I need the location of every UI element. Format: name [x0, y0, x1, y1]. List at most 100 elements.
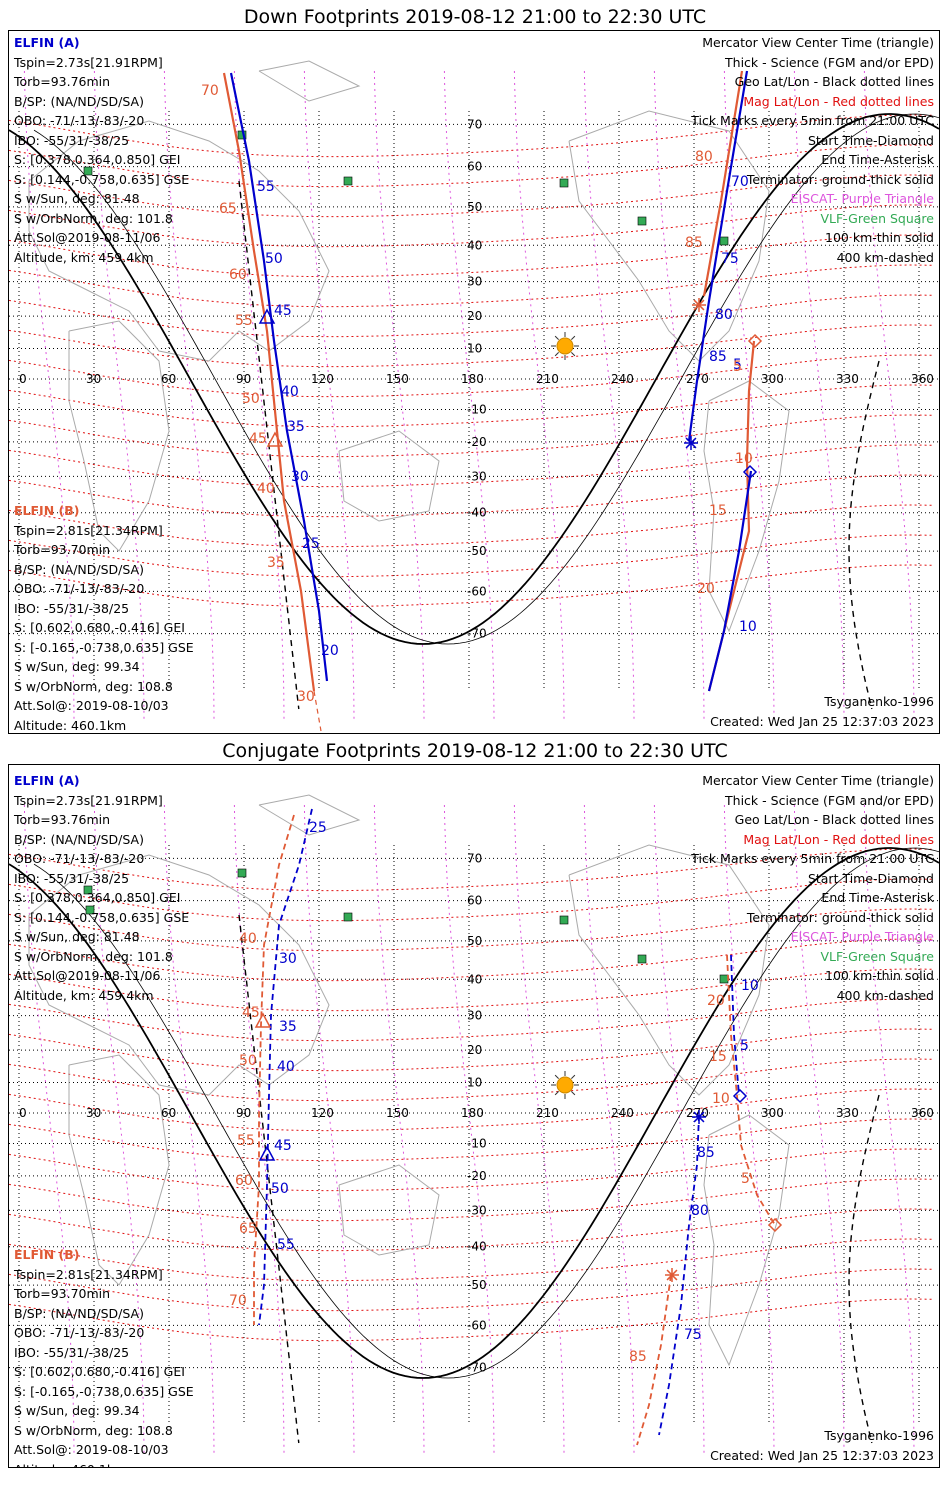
legend-line: Mag Lat/Lon - Red dotted lines [743, 831, 934, 847]
mag-lat-line [9, 878, 934, 922]
elfin-b-tick-label: 55 [235, 313, 253, 329]
mag-lat-line [9, 968, 934, 1012]
lat-tick-label: 60 [467, 894, 482, 908]
lon-tick-label: 90 [236, 1106, 251, 1120]
elfin-b-tick-label: 5 [741, 1171, 750, 1187]
elfin-a-attsol: Att.Sol@2019-08-11/06 [14, 230, 161, 245]
lon-tick-label: 120 [311, 372, 334, 386]
sun-ray [554, 335, 559, 340]
lon-tick-label: 360 [911, 1106, 934, 1120]
mag-lon-line [653, 70, 705, 720]
lat-tick-label: 40 [467, 972, 482, 986]
lon-tick-label: 120 [311, 1106, 334, 1120]
mag-lat-line [9, 938, 934, 982]
legend-line: Geo Lat/Lon - Black dotted lines [734, 74, 934, 89]
elfin-b-tick-label: 60 [229, 267, 247, 283]
center-time-triangle-icon [258, 1145, 276, 1161]
elfin-a-tick-label: 25 [302, 536, 320, 552]
elfin-b-tspin: Tspin=2.81s[21.34RPM] [14, 522, 163, 538]
elfin-b-tick-label: 40 [257, 481, 275, 497]
elfin-a-info: ELFIN (A) Tspin=2.73s[21.91RPM] Torb=93.… [14, 33, 189, 267]
elfin-b-obo: OBO: -71/-13/-83/-20 [14, 1325, 145, 1340]
mag-lat-line [9, 294, 934, 338]
elfin-b-ibo: IBO: -55/31/-38/25 [14, 1344, 130, 1360]
vlf-square-icon [83, 885, 93, 895]
elfin-a-obo: OBO: -71/-13/-83/-20 [14, 113, 145, 128]
vlf-square-icon [719, 236, 729, 246]
mag-lon-line [303, 804, 355, 1454]
lat-tick-label: -20 [467, 1169, 487, 1183]
elfin-b-ibo: IBO: -55/31/-38/25 [14, 600, 130, 616]
elfin-a-tick-label: 85 [709, 349, 727, 365]
center-time-triangle-icon [258, 308, 276, 324]
elfin-a-tick-label: 55 [257, 179, 275, 195]
legend-line: EISCAT- Purple Triangle [790, 191, 934, 206]
elfin-b-tick-label: 35 [267, 555, 285, 571]
vlf-square-icon [83, 166, 93, 176]
center-time-triangle-icon [266, 431, 284, 447]
mag-lat-line [9, 144, 934, 188]
elfin-b-s-sun: S w/Sun, deg: 99.34 [14, 1403, 140, 1418]
elfin-b-s-sun: S w/Sun, deg: 99.34 [14, 659, 140, 674]
lat-tick-label: 30 [467, 1009, 482, 1023]
legend-line: VLF-Green Square [820, 210, 934, 226]
sun-ray [571, 335, 576, 340]
mag-lat-line [9, 1268, 934, 1312]
lon-tick-label: 150 [386, 1106, 409, 1120]
elfin-b-tick-label: 70 [201, 83, 219, 99]
elfin-a-tick-label: 35 [279, 1019, 297, 1035]
legend-line: 100 km-thin solid [825, 230, 934, 245]
created-stamp: Created: Wed Jan 25 12:37:03 2023 [710, 1448, 934, 1463]
end-time-asterisk-icon [693, 1111, 705, 1123]
lon-tick-label: 240 [611, 1106, 634, 1120]
mag-lon-line [653, 804, 705, 1454]
elfin-a-bsp: B/SP: (NA/ND/SD/SA) [14, 831, 144, 847]
elfin-b-torb: Torb=93.70min [14, 542, 111, 557]
elfin-b-s-gei: S: [0.602,0.680,-0.416] GEI [14, 1364, 185, 1379]
elfin-b-track-dashed [313, 690, 322, 732]
start-time-diamond-icon [767, 1217, 783, 1233]
lat-tick-label: -70 [467, 627, 487, 641]
elfin-b-s-gei: S: [0.602,0.680,-0.416] GEI [14, 620, 185, 635]
elfin-b-bsp: B/SP: (NA/ND/SD/SA) [14, 561, 144, 577]
legend-line: Tick Marks every 5min from 21:00 UTC [691, 113, 934, 128]
mag-lon-line [303, 70, 355, 720]
elfin-a-obo: OBO: -71/-13/-83/-20 [14, 851, 145, 866]
lat-tick-label: -70 [467, 1361, 487, 1375]
mag-lat-line [9, 444, 934, 488]
start-time-diamond-icon [732, 1088, 748, 1104]
elfin-a-s-sun: S w/Sun, deg: 81.48 [14, 191, 140, 206]
elfin-b-tick-label: 85 [629, 1349, 647, 1365]
elfin-a-info: ELFIN (A) Tspin=2.73s[21.91RPM] Torb=93.… [14, 771, 189, 1005]
elfin-a-tick-label: 85 [697, 1145, 715, 1161]
start-time-diamond-icon [742, 464, 758, 480]
mag-lat-line [9, 414, 934, 458]
elfin-a-tick-label: 40 [277, 1059, 295, 1075]
elfin-b-track [253, 814, 295, 1325]
legend-line: EISCAT- Purple Triangle [790, 929, 934, 944]
sun-ray [571, 1074, 576, 1079]
elfin-a-tick-label: 80 [715, 307, 733, 323]
lat-tick-label: 10 [467, 342, 482, 356]
mag-lat-line [9, 504, 934, 548]
elfin-a-s-orb: S w/OrbNorm, deg: 101.8 [14, 948, 173, 964]
elfin-a-tick-label: 50 [265, 251, 283, 267]
elfin-a-title: ELFIN (A) [14, 35, 80, 50]
lon-tick-label: 180 [461, 1106, 484, 1120]
lon-tick-label: 300 [761, 1106, 784, 1120]
elfin-b-tick-label: 5 [733, 359, 742, 375]
elfin-a-tick-label: 55 [277, 1237, 295, 1253]
elfin-b-tick-label: 40 [239, 931, 257, 947]
legend-line: End Time-Asterisk [821, 890, 934, 905]
legend-line: Mercator View Center Time (triangle) [702, 773, 934, 788]
elfin-a-tick-label: 35 [287, 419, 305, 435]
legend-line: Terminator: ground-thick solid [746, 171, 934, 187]
elfin-a-s-gse: S: [0.144,-0.758,0.635] GSE [14, 909, 190, 925]
elfin-b-s-orb: S w/OrbNorm, deg: 108.8 [14, 678, 173, 694]
elfin-b-track [636, 1274, 672, 1446]
lat-tick-label: 20 [467, 1043, 482, 1057]
elfin-a-s-gei: S: [0.378,0.364,0.850] GEI [14, 152, 181, 167]
lat-tick-label: 60 [467, 160, 482, 174]
mag-lon-line [793, 804, 845, 1454]
mag-lon-line [863, 70, 915, 720]
